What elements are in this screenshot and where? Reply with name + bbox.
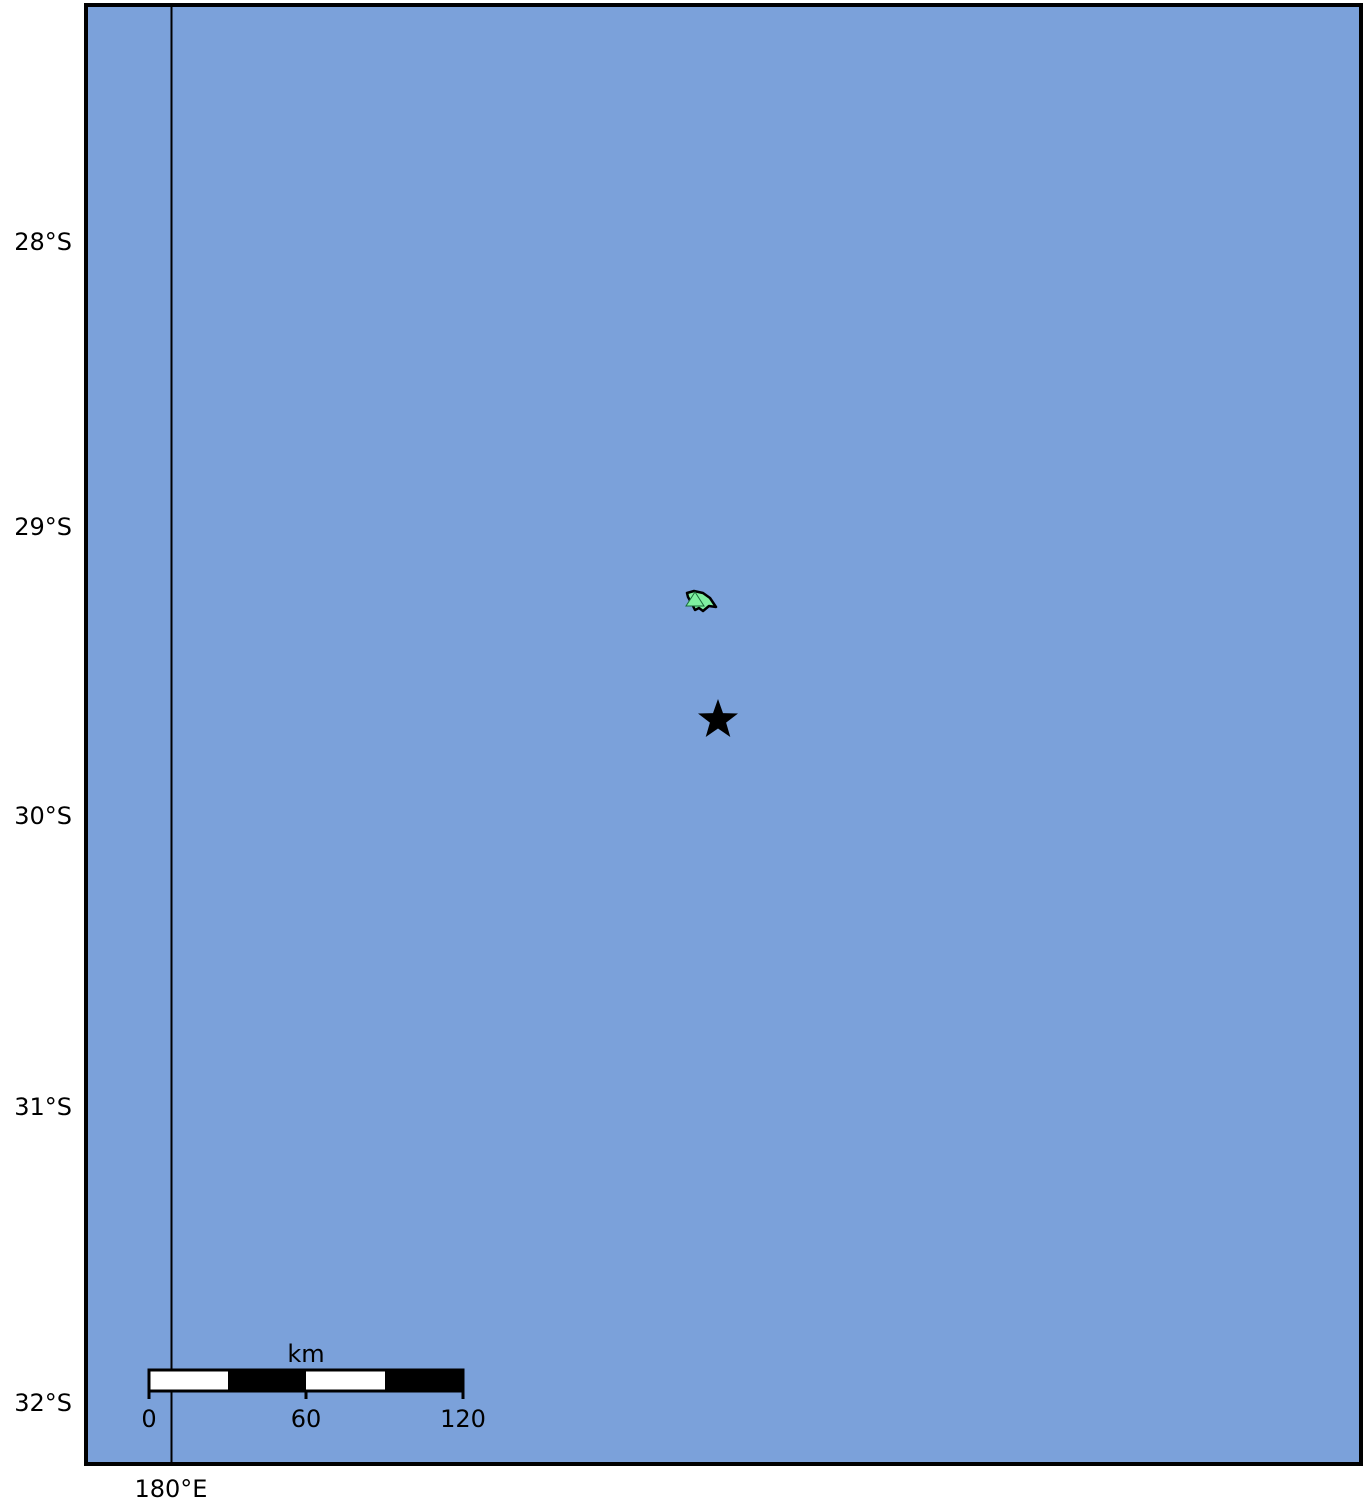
scale-bar-label-0: 0 xyxy=(141,1405,156,1433)
epicenter-star-icon xyxy=(698,699,738,737)
station-triangle-icon xyxy=(685,591,705,607)
scale-bar-unit: km xyxy=(287,1340,324,1368)
scale-bar: km 0 60 120 xyxy=(141,1340,486,1433)
scale-bar-segment-3 xyxy=(306,1370,385,1391)
scale-bar-label-60: 60 xyxy=(291,1405,322,1433)
scale-bar-segment-2 xyxy=(228,1370,306,1391)
scale-bar-segment-1 xyxy=(149,1370,228,1391)
lat-label-31s: 31°S xyxy=(14,1093,72,1121)
ocean-area xyxy=(86,5,1361,1464)
lat-label-30s: 30°S xyxy=(14,802,72,830)
lat-label-29s: 29°S xyxy=(14,513,72,541)
scale-bar-label-120: 120 xyxy=(440,1405,486,1433)
lon-label-180e: 180°E xyxy=(135,1475,208,1503)
scale-bar-segment-4 xyxy=(385,1370,463,1391)
lat-label-32s: 32°S xyxy=(14,1389,72,1417)
map-frame xyxy=(84,3,1363,1466)
lat-label-28s: 28°S xyxy=(14,228,72,256)
